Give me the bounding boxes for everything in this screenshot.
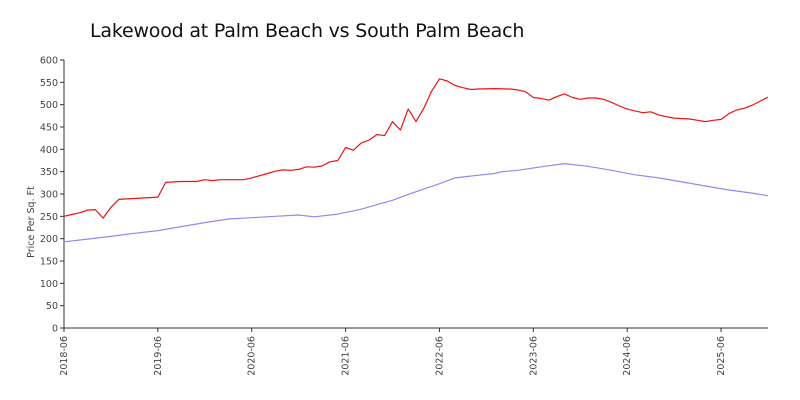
chart-title: Lakewood at Palm Beach vs South Palm Bea… xyxy=(90,20,525,42)
y-tick-label: 500 xyxy=(40,100,58,111)
y-axis-title: Price Per Sq. Ft xyxy=(26,186,37,258)
x-tick-label: 2022-06 xyxy=(434,336,445,376)
y-tick-label: 450 xyxy=(40,123,58,134)
y-tick-label: 200 xyxy=(40,234,58,245)
y-tick-label: 350 xyxy=(40,167,58,178)
y-tick-label: 100 xyxy=(40,279,58,290)
series-group xyxy=(63,78,769,243)
y-tick-label: 600 xyxy=(40,56,58,67)
x-tick-label: 2020-06 xyxy=(247,336,258,376)
x-tick-label: 2019-06 xyxy=(153,336,164,376)
x-tick-label: 2025-06 xyxy=(716,336,727,376)
y-tick-label: 0 xyxy=(52,324,58,335)
x-tick-label: 2018-06 xyxy=(59,336,70,376)
x-tick-label: 2024-06 xyxy=(622,336,633,376)
series-line-2 xyxy=(63,163,769,243)
axes: 0 50 100 150 200 250 300 350 400 450 500 550 600 2018… xyxy=(26,56,768,376)
y-tick-label: 300 xyxy=(40,190,58,201)
y-tick-label: 150 xyxy=(40,257,58,268)
x-tick-label: 2023-06 xyxy=(528,336,539,376)
y-tick-label: 400 xyxy=(40,145,58,156)
y-tick-label: 550 xyxy=(40,78,58,89)
y-tick-label: 250 xyxy=(40,212,58,223)
y-tick-label: 50 xyxy=(46,301,58,312)
series-line-1 xyxy=(63,78,769,219)
x-tick-label: 2021-06 xyxy=(341,336,352,376)
